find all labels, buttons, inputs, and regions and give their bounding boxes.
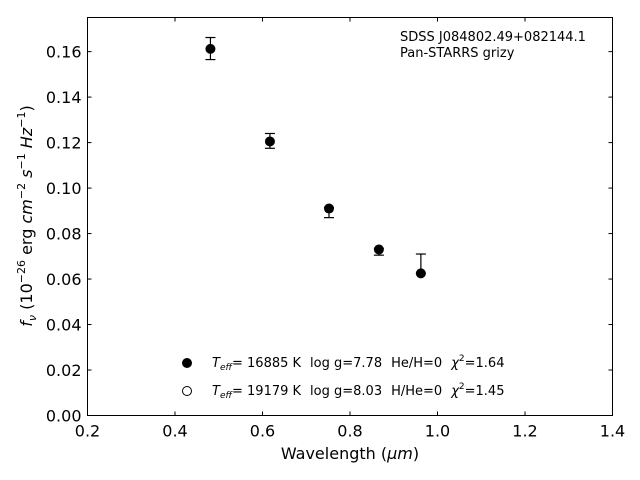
y-tick-label: 0.12 bbox=[46, 134, 82, 153]
data-series bbox=[205, 36, 426, 279]
y-tick-label: 0.06 bbox=[46, 270, 82, 289]
legend-marker-filled bbox=[182, 358, 192, 368]
y-axis-label: fν (10−26 erg cm−2 s−1 Hz−1) bbox=[15, 105, 39, 326]
y-tick-label: 0.14 bbox=[46, 88, 82, 107]
y-tick-label: 0.16 bbox=[46, 43, 82, 62]
model-point-he bbox=[324, 203, 334, 214]
x-tick-label: 0.4 bbox=[162, 422, 187, 441]
y-tick-label: 0.02 bbox=[46, 361, 82, 380]
x-tick-label: 1.2 bbox=[512, 422, 537, 441]
x-tick-label: 1.0 bbox=[425, 422, 450, 441]
model-point-he bbox=[205, 43, 216, 54]
y-axis: 0.00 0.02 0.04 0.06 0.08 0.10 0.12 0.14 0.16 bbox=[46, 43, 613, 426]
x-tick-label: 0.6 bbox=[250, 422, 275, 441]
model-point-he bbox=[264, 136, 275, 147]
model-point-he bbox=[415, 268, 426, 279]
y-tick-label: 0.10 bbox=[46, 179, 82, 198]
model-point-he bbox=[373, 244, 384, 255]
x-tick-label: 0.2 bbox=[75, 422, 100, 441]
x-axis-label: Wavelength (μm) bbox=[281, 444, 419, 463]
x-tick-label: 1.4 bbox=[600, 422, 625, 441]
x-tick-label: 0.8 bbox=[337, 422, 362, 441]
annotation-line-1: SDSS J084802.49+082144.1 bbox=[400, 30, 586, 45]
annotation-line-2: Pan-STARRS grizy bbox=[400, 46, 515, 61]
y-tick-label: 0.00 bbox=[46, 407, 82, 426]
x-axis: 0.2 0.4 0.6 0.8 1.0 1.2 1.4 bbox=[75, 17, 625, 441]
legend-marker-open bbox=[182, 386, 192, 396]
y-tick-label: 0.04 bbox=[46, 316, 82, 335]
y-tick-label: 0.08 bbox=[46, 225, 82, 244]
